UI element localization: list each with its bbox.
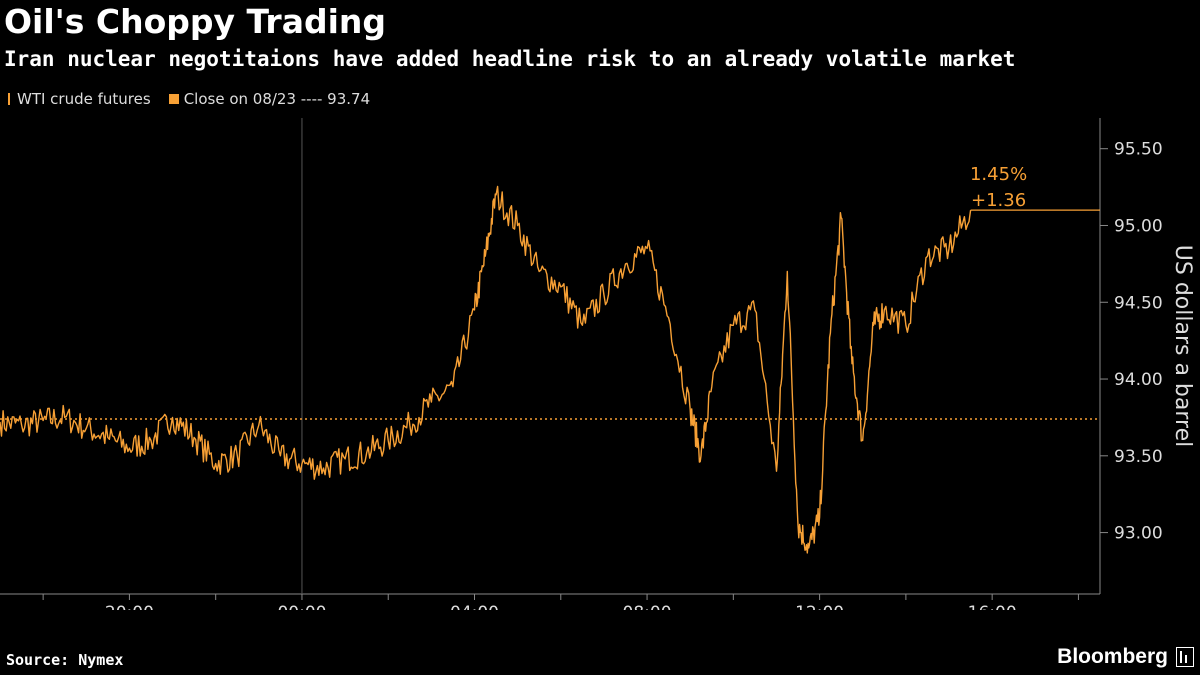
change-annotation: +1.36 xyxy=(971,190,1026,211)
x-tick-label: 12:00 xyxy=(795,603,844,610)
y-tick-label: 93.00 xyxy=(1114,524,1163,544)
series-line-wti xyxy=(0,185,972,554)
y-axis-label: US dollars a barrel xyxy=(1170,245,1195,447)
x-tick-label: 08:00 xyxy=(623,603,672,610)
legend-reference-label: Close on 08/23 ---- 93.74 xyxy=(183,90,371,108)
y-tick-label: 94.00 xyxy=(1114,370,1163,390)
brand-logo: Bloomberg xyxy=(1057,645,1194,669)
line-chart: 93.00 93.50 94.00 94.50 95.00 95.50 US dollars… xyxy=(0,118,1195,610)
legend-series-label: WTI crude futures xyxy=(17,90,151,108)
chart-subtitle: Iran nuclear negotitaions have added hea… xyxy=(4,47,1016,71)
chart-title: Oil's Choppy Trading xyxy=(4,2,387,41)
x-tick-label: 16:00 xyxy=(968,603,1017,610)
legend-item-reference: Close on 08/23 ---- 93.74 xyxy=(168,90,371,108)
legend: WTI crude futures Close on 08/23 ---- 93… xyxy=(6,90,370,108)
y-tick-label: 95.50 xyxy=(1114,140,1163,160)
brand-name: Bloomberg xyxy=(1057,645,1168,668)
x-tick-label: 00:00 xyxy=(277,603,326,610)
source-note: Source: Nymex xyxy=(6,651,124,669)
y-tick-label: 94.50 xyxy=(1114,293,1163,313)
change-annotation: 1.45% xyxy=(970,164,1027,185)
legend-square-swatch xyxy=(168,94,179,104)
x-tick-label: 04:00 xyxy=(450,603,499,610)
bloomberg-chart-icon xyxy=(1176,647,1194,667)
x-tick-label: 20:00 xyxy=(105,603,154,610)
legend-line-swatch xyxy=(6,93,12,105)
legend-item-series: WTI crude futures xyxy=(6,90,151,108)
y-tick-label: 93.50 xyxy=(1114,447,1163,467)
y-tick-label: 95.00 xyxy=(1114,216,1163,236)
